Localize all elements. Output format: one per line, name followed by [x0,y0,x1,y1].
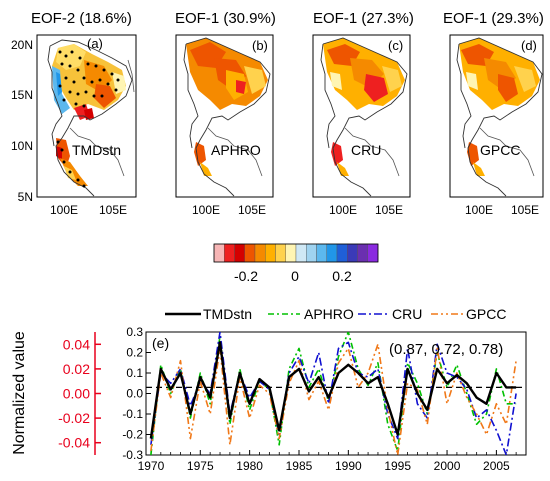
time-series-lines [149,332,517,455]
y-tick-label: 0.1 [126,366,143,380]
x-tick-label: 2005 [483,459,510,473]
panel-d-title: EOF-1 (29.3%) [443,10,544,27]
y-tick-label: -0.1 [122,407,143,421]
panel-a-tag: (a) [87,36,103,51]
colorbar-swatch-14 [357,243,368,263]
left-y-tick-label: 0.00 [63,386,90,402]
colorbar-swatch-12 [336,243,348,263]
time-series-axes: 0.3 0.2 0.1 0.0 -0.1 -0.2 -0.3 0.04 0.02 0.00 -0.0… [58,325,527,473]
panel-c-dataset-label: CRU [351,142,381,158]
y-tick-label: 0.0 [126,387,143,401]
panel-c-xtick-105e: 105E [375,203,403,217]
panel-b-tag: (b) [252,38,268,53]
panel-d-xtick-100e: 100E [465,203,493,217]
legend: TMDstn APHRO CRU GPCC [165,306,506,322]
x-tick-label: 1970 [138,459,165,473]
ytick-5n: 5N [18,190,33,204]
x-tick-label: 1995 [384,459,411,473]
panel-d-dataset-label: GPCC [480,142,520,158]
y-tick-label: 0.2 [126,346,143,360]
colorbar-swatch-13 [347,243,358,263]
legend-label-gpcc: GPCC [466,306,506,322]
colorbar-tick-0: 0 [291,268,299,284]
y-axis-label: Normalized value [11,331,28,455]
x-tick-label: 1980 [236,459,263,473]
map-panel-d: (d) GPCC 100E 105E [449,34,544,217]
correlation-annotation: (0.87, 0.72, 0.78) [389,341,503,358]
panel-b-xtick-105e: 105E [238,203,266,217]
panel-e-tag: (e) [152,335,169,351]
ytick-15n: 15N [11,88,33,102]
x-tick-label: 2000 [434,459,461,473]
colorbar-swatch-10 [316,243,327,263]
x-tick-label: 1990 [335,459,362,473]
panel-a-xtick-105e: 105E [99,203,127,217]
colorbar-swatch-8 [295,243,307,263]
colorbar-swatch-2 [234,243,245,263]
panel-c-title: EOF-1 (27.3%) [313,10,414,27]
map-panel-a: (a) TMDstn 20N 15N 10N 5N 100E 105E [11,34,137,217]
panel-d-xtick-105e: 105E [511,203,539,217]
colorbar-swatch-15 [367,243,379,263]
left-y-tick-label: -0.02 [58,410,90,426]
panel-b-xtick-100e: 100E [192,203,220,217]
y-tick-label: -0.2 [122,428,143,442]
y-tick-label: -0.3 [122,448,143,462]
colorbar-swatch-5 [265,243,276,263]
colorbar-swatch-9 [306,243,317,263]
left-y-tick-label: -0.04 [58,435,90,451]
colorbar-swatch-7 [285,243,297,263]
colorbar [213,243,379,263]
legend-label-aphro: APHRO [304,306,354,322]
legend-label-cru: CRU [392,306,422,322]
panel-a-title: EOF-2 (18.6%) [31,10,132,27]
panel-a-xtick-100e: 100E [50,203,78,217]
colorbar-swatch-3 [244,243,256,263]
panel-d-tag: (d) [521,38,537,53]
y-tick-label: 0.3 [126,325,143,339]
panel-b-title: EOF-1 (30.9%) [175,10,276,27]
series-line-aphro [150,332,517,455]
colorbar-swatch-4 [254,243,266,263]
colorbar-tick-0-2: 0.2 [332,268,352,284]
panel-b-dataset-label: APHRO [211,142,261,158]
map-panel-c: (c) CRU 100E 105E [312,34,411,217]
colorbar-tick-neg0-2: -0.2 [234,268,258,284]
panel-c-xtick-100e: 100E [329,203,357,217]
colorbar-frame [213,243,379,263]
x-tick-label: 1985 [286,459,313,473]
x-tick-label: 1975 [187,459,214,473]
panel-a-dataset-label: TMDstn [72,142,121,158]
colorbar-swatch-6 [275,243,286,263]
left-y-tick-label: 0.04 [63,336,90,352]
ytick-20n: 20N [11,38,33,52]
colorbar-swatch-1 [224,243,235,263]
series-line-gpcc [150,343,517,455]
colorbar-swatch-11 [326,243,338,263]
series-line-tmdstn [149,341,517,439]
map-panel-b: (b) APHRO 100E 105E [175,34,274,217]
panel-c-tag: (c) [388,38,403,53]
left-y-tick-label: 0.02 [63,361,90,377]
legend-label-tmdstn: TMDstn [203,306,252,322]
colorbar-swatch-0 [213,243,225,263]
ytick-10n: 10N [11,139,33,153]
